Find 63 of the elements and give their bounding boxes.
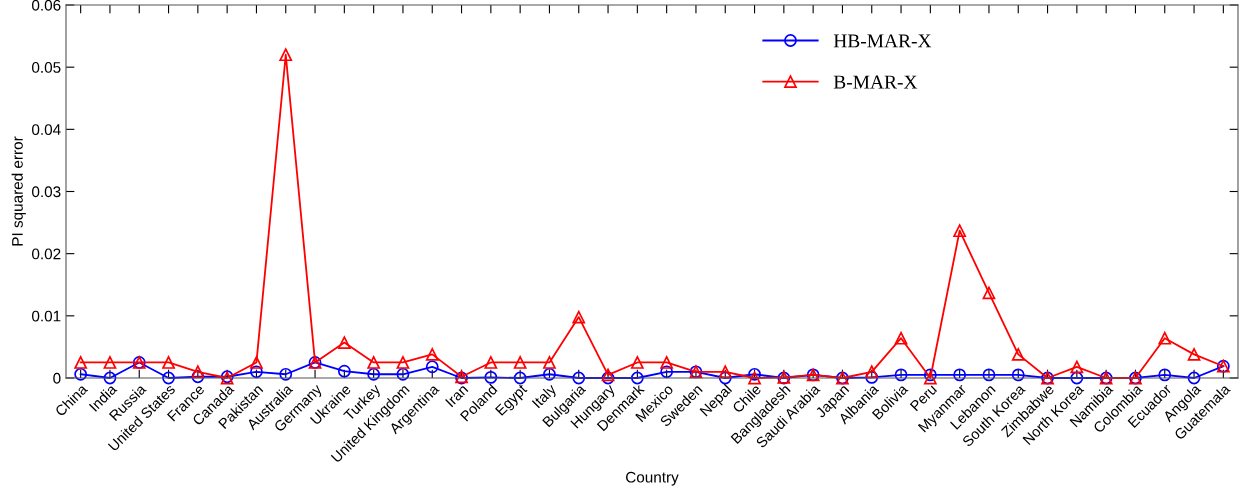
point [396, 367, 410, 381]
point [279, 48, 293, 62]
point [1187, 371, 1201, 385]
point [1187, 347, 1201, 361]
y-tick-label: 0 [53, 372, 61, 384]
point [1011, 368, 1025, 382]
point [103, 371, 117, 385]
point [162, 356, 175, 369]
point [953, 224, 967, 238]
point [513, 371, 527, 385]
point [630, 356, 644, 369]
y-tick-label: 0.03 [32, 186, 61, 198]
point [1070, 360, 1084, 374]
point [718, 365, 732, 379]
point [748, 367, 761, 381]
point [513, 356, 527, 369]
point [982, 286, 996, 300]
point [1011, 347, 1025, 361]
point [572, 310, 586, 324]
point [191, 365, 205, 379]
point [425, 360, 439, 374]
legend-label: B-MAR-X [833, 75, 918, 89]
point [1158, 331, 1172, 345]
point [367, 356, 381, 369]
point [74, 356, 88, 369]
point [484, 370, 498, 384]
point [865, 370, 879, 384]
point [953, 368, 967, 382]
point [894, 368, 908, 382]
point [337, 364, 351, 378]
point [543, 367, 556, 381]
point [894, 331, 908, 345]
point [74, 367, 88, 381]
point [367, 367, 381, 381]
point [630, 371, 644, 385]
point [748, 371, 761, 385]
point [250, 356, 263, 369]
point [660, 356, 674, 369]
x-axis-title: Country [626, 471, 679, 486]
point [572, 371, 586, 385]
y-tick-label: 0.01 [32, 310, 61, 322]
point [250, 365, 263, 379]
point [982, 368, 996, 382]
y-axis-title: PI squared error [11, 136, 26, 246]
y-tick-label: 0.06 [32, 0, 61, 11]
point [1158, 368, 1172, 382]
point [396, 356, 410, 369]
point [484, 356, 498, 369]
legend-label: HB-MAR-X [833, 34, 932, 48]
point [865, 365, 879, 379]
point [543, 356, 556, 369]
point [718, 371, 732, 385]
point [1070, 371, 1084, 385]
point [279, 367, 293, 381]
point [191, 370, 205, 384]
point [660, 365, 674, 379]
y-tick-label: 0.04 [32, 124, 61, 136]
point [162, 371, 175, 385]
y-tick-label: 0.05 [32, 62, 61, 73]
point [103, 356, 117, 369]
point [337, 336, 351, 349]
y-tick-label: 0.02 [32, 248, 61, 260]
point [425, 347, 439, 361]
